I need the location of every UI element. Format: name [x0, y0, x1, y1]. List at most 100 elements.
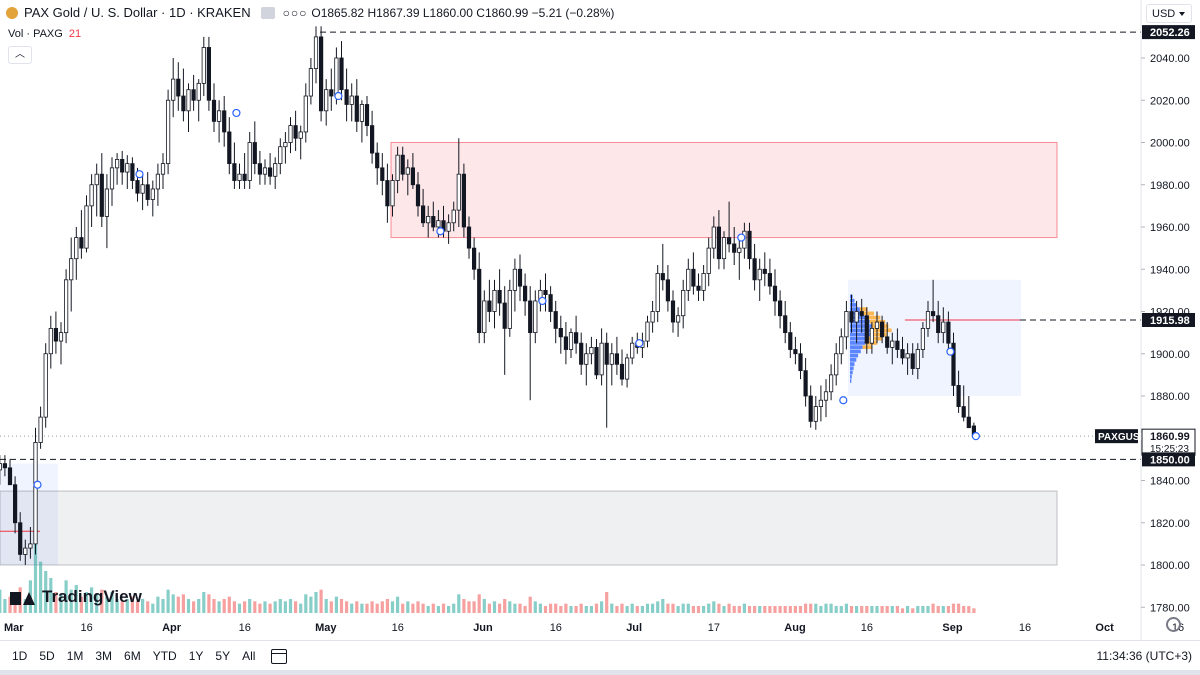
- candle-body: [201, 47, 206, 84]
- candle-body: [318, 36, 324, 112]
- candle-body: [859, 311, 864, 317]
- volume-bar: [926, 606, 930, 613]
- event-marker-icon: [33, 480, 42, 489]
- candle-body: [941, 321, 946, 334]
- hide-icon[interactable]: [260, 6, 275, 19]
- candle-body: [206, 47, 211, 101]
- bottom-toolbar: 1D 5D 1M 3M 6M YTD 1Y 5Y All 11:34:36 (U…: [0, 640, 1200, 671]
- candle-body: [349, 95, 354, 105]
- candle-body: [625, 357, 630, 380]
- candle-body: [410, 167, 416, 186]
- x-tick-label: May: [315, 622, 337, 634]
- range-3m-button[interactable]: 3M: [95, 649, 113, 663]
- collapse-legend-button[interactable]: ︿: [8, 46, 32, 64]
- volume-bar: [773, 606, 777, 613]
- y-tick-label: 1900.00: [1150, 349, 1190, 361]
- symbol-title[interactable]: PAX Gold / U. S. Dollar · 1D · KRAKEN: [24, 5, 251, 20]
- candle-body: [727, 237, 732, 245]
- volume-bar: [120, 601, 124, 613]
- volume-bar: [686, 603, 690, 613]
- candle-body: [803, 370, 808, 397]
- volume-bar: [436, 606, 440, 613]
- last-price-tag: [1141, 428, 1196, 456]
- candle-body: [43, 353, 48, 418]
- ohlc-values: O1865.82 H1867.39 L1860.00 C1860.99 −5.2…: [311, 6, 614, 20]
- range-1y-button[interactable]: 1Y: [188, 649, 204, 663]
- candle-body: [757, 268, 762, 281]
- volume-bar: [243, 601, 247, 613]
- volume-bar: [350, 603, 354, 613]
- candle-body: [492, 289, 497, 312]
- volume-bar: [8, 596, 12, 613]
- low-value: 1860.00: [429, 5, 473, 20]
- volume-bar: [574, 606, 578, 613]
- range-1d-button[interactable]: 1D: [12, 649, 28, 663]
- price-chart[interactable]: 1780.00 1800.00 1820.00 1840.00 1860.00 1880.…: [0, 0, 1200, 640]
- volume-bar: [798, 606, 803, 613]
- volume-profile-bar: [850, 324, 872, 328]
- volume-bar: [253, 601, 257, 613]
- candle-body: [237, 173, 242, 181]
- volume-bar: [630, 603, 634, 613]
- volume-bar: [625, 606, 629, 613]
- calendar-icon[interactable]: [271, 648, 288, 664]
- range-ytd-button[interactable]: YTD: [152, 649, 177, 663]
- settings-gear-icon[interactable]: [1166, 617, 1181, 632]
- candle-body: [222, 110, 227, 133]
- volume-bar: [59, 594, 63, 613]
- close-label: C: [476, 5, 485, 20]
- volume-profile-bar: [850, 341, 866, 345]
- volume-bar: [385, 599, 389, 613]
- range-1m-button[interactable]: 1M: [66, 649, 84, 663]
- range-all-button[interactable]: All: [242, 649, 256, 663]
- range-5y-button[interactable]: 5Y: [215, 649, 231, 663]
- level-price-tag: [1142, 452, 1195, 467]
- candle-body: [890, 340, 895, 348]
- volume-bar: [967, 606, 971, 613]
- volume-bar: [860, 606, 864, 613]
- x-tick-label: 16: [1019, 622, 1031, 634]
- volume-bar: [161, 599, 165, 613]
- volume-bar: [911, 608, 915, 613]
- volume-profile-bar: [850, 298, 855, 303]
- volume-bar: [503, 599, 507, 613]
- candle-body: [0, 463, 2, 471]
- candle-body: [783, 315, 788, 334]
- more-options-icon[interactable]: ○○○: [282, 5, 308, 20]
- volume-bar: [447, 606, 451, 613]
- volume-bar: [288, 599, 293, 613]
- candle-body: [247, 142, 252, 181]
- range-6m-button[interactable]: 6M: [124, 649, 141, 663]
- volume-bar: [523, 606, 527, 613]
- volume-bar: [324, 599, 328, 613]
- volume-bar: [890, 606, 894, 613]
- candle-body: [120, 158, 125, 173]
- volume-bar: [533, 601, 537, 613]
- volume-bar: [334, 596, 338, 613]
- volume-bar: [355, 601, 359, 613]
- candle-body: [614, 353, 620, 365]
- candle-body: [262, 167, 268, 175]
- candle-body: [834, 353, 839, 376]
- y-tick-label: 1980.00: [1150, 180, 1190, 192]
- volume-bar: [248, 599, 252, 613]
- candle-body: [818, 399, 824, 407]
- candle-body: [329, 89, 334, 97]
- candle-body: [839, 336, 844, 355]
- y-tick-label: 1960.00: [1150, 222, 1190, 234]
- candle-body: [451, 209, 456, 224]
- range-5d-button[interactable]: 5D: [39, 649, 55, 663]
- volume-bar: [610, 603, 614, 613]
- supply-zone: [390, 142, 1058, 239]
- x-tick-label: Jul: [626, 622, 642, 634]
- clock-readout[interactable]: 11:34:36 (UTC+3): [1096, 649, 1193, 663]
- volume-bar: [696, 606, 701, 613]
- volume-bar: [793, 606, 797, 613]
- volume-bar: [742, 603, 746, 613]
- currency-select[interactable]: USD: [1146, 4, 1192, 23]
- candle-body: [278, 146, 283, 165]
- volume-bar: [3, 599, 7, 613]
- volume-bar: [727, 603, 731, 613]
- candle-body: [216, 110, 222, 122]
